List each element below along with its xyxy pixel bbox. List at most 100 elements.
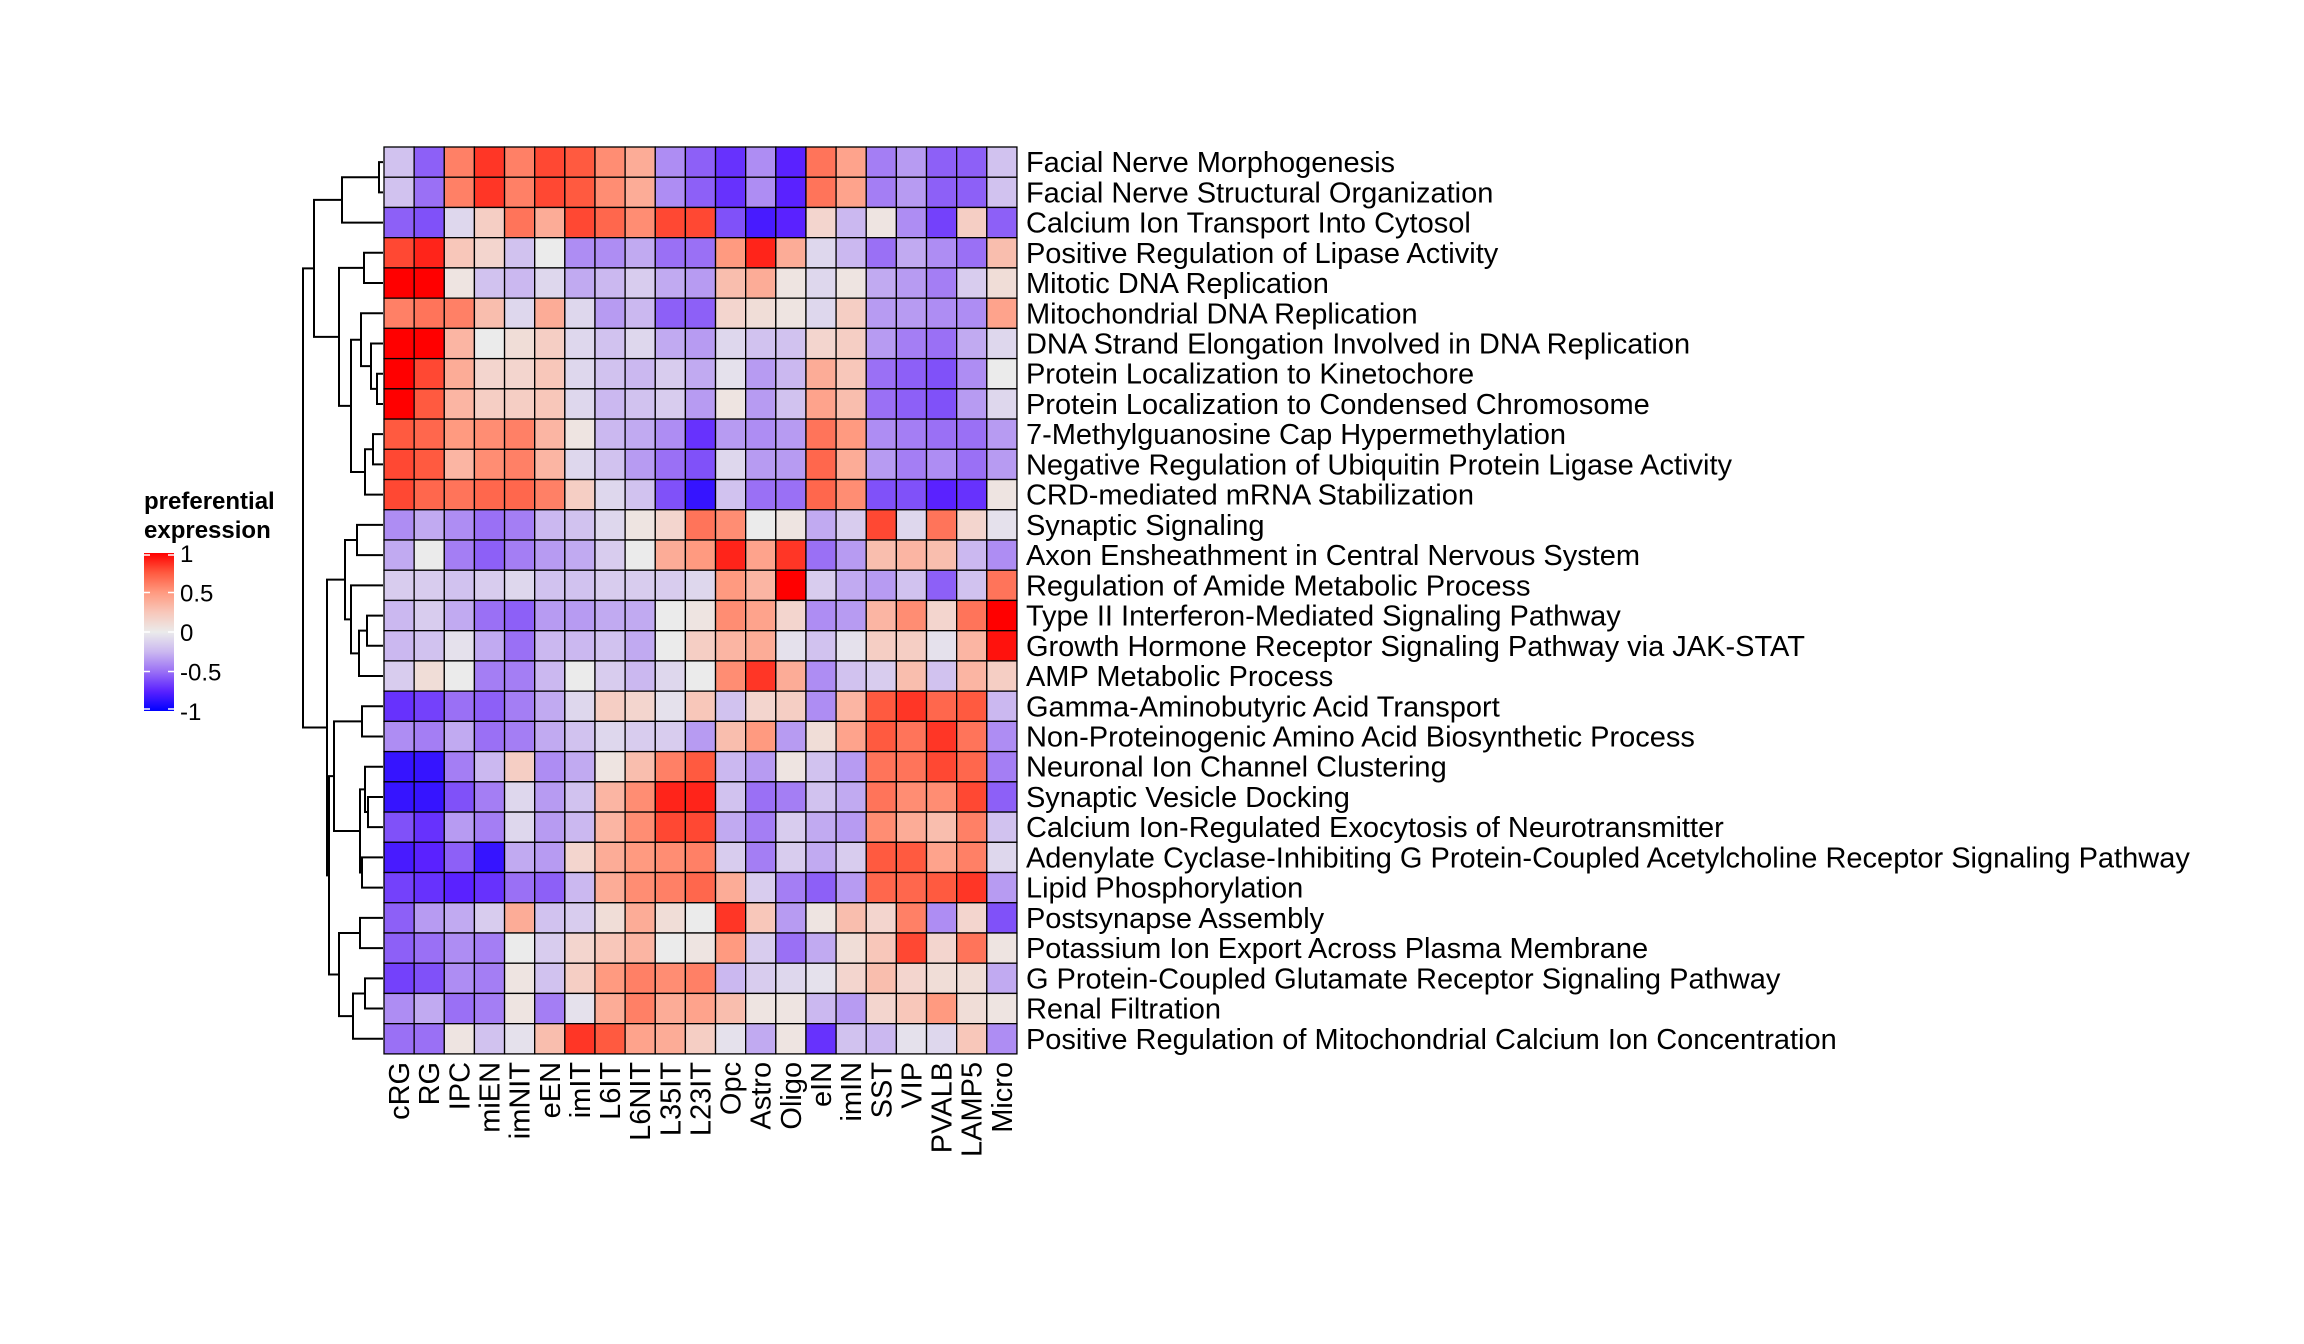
row-label: Regulation of Amide Metabolic Process [1026, 570, 1531, 602]
heatmap-cell [986, 932, 1018, 964]
heatmap-cell [564, 720, 596, 753]
heatmap-cell [503, 660, 536, 692]
heatmap-cell [413, 569, 445, 602]
heatmap-cell [805, 690, 837, 723]
heatmap-cell [503, 418, 536, 450]
heatmap-cell [624, 146, 656, 178]
heatmap-cell [925, 902, 958, 934]
heatmap-cell [534, 871, 566, 904]
heatmap-cell [775, 932, 807, 964]
heatmap-cell [925, 357, 958, 390]
dendrogram-branch [333, 720, 362, 832]
row-label: Potassium Ion Export Across Plasma Membr… [1026, 933, 1648, 965]
heatmap-cell [805, 630, 837, 662]
heatmap-cell [986, 509, 1018, 541]
heatmap-cell [413, 388, 445, 420]
heatmap-cell [835, 327, 867, 360]
heatmap-cell [383, 176, 415, 209]
heatmap-cell [895, 962, 928, 995]
heatmap-cell [925, 690, 958, 723]
heatmap-cell [714, 781, 747, 813]
heatmap-cell [413, 871, 445, 904]
heatmap-cell [684, 690, 717, 723]
heatmap-cell [895, 448, 928, 481]
heatmap-cell [714, 932, 747, 964]
heatmap-cell [835, 992, 867, 1025]
heatmap-cell [503, 448, 536, 481]
heatmap-cell [503, 841, 536, 874]
heatmap-cell [443, 962, 476, 995]
heatmap-cell [775, 327, 807, 360]
heatmap-cell [564, 539, 596, 571]
heatmap-cell [865, 660, 898, 692]
heatmap-cell [865, 841, 898, 874]
heatmap-cell [895, 932, 928, 964]
heatmap-cell [956, 871, 988, 904]
heatmap-cell [413, 146, 445, 178]
heatmap-cell [745, 902, 777, 934]
heatmap-cell [654, 327, 687, 360]
heatmap-cell [413, 599, 445, 632]
heatmap-cell [654, 297, 687, 330]
heatmap-cell [925, 1023, 958, 1055]
heatmap-cell [865, 871, 898, 904]
column-label: imNIT [505, 1062, 537, 1140]
heatmap-cell [714, 750, 747, 783]
heatmap-cell [865, 176, 898, 209]
heatmap-cell [594, 811, 626, 843]
heatmap-cell [805, 267, 837, 299]
heatmap-cell [684, 630, 717, 662]
heatmap-cell [684, 418, 717, 450]
heatmap-cell [684, 660, 717, 692]
row-label: Positive Regulation of Lipase Activity [1026, 238, 1499, 270]
heatmap-cell [895, 871, 928, 904]
dendrogram-branch [313, 198, 342, 338]
heatmap-cell [714, 660, 747, 692]
row-label: Facial Nerve Morphogenesis [1026, 147, 1395, 179]
heatmap-cell [956, 750, 988, 783]
dendrogram-branch [338, 931, 360, 1018]
heatmap-cell [805, 811, 837, 843]
heatmap-cell [473, 509, 506, 541]
heatmap-cell [473, 478, 506, 511]
heatmap-cell [564, 448, 596, 481]
heatmap-cell [986, 569, 1018, 602]
heatmap-cell [503, 1023, 536, 1055]
heatmap-cell [534, 297, 566, 330]
heatmap-cell [564, 871, 596, 904]
heatmap-cell [564, 388, 596, 420]
heatmap-cell [383, 569, 415, 602]
legend-tick-label: 0.5 [180, 581, 213, 608]
heatmap-cell [835, 418, 867, 450]
heatmap-cell [383, 962, 415, 995]
heatmap-cell [745, 660, 777, 692]
heatmap-cell [895, 327, 928, 360]
heatmap-cell [865, 418, 898, 450]
heatmap-cell [624, 237, 656, 269]
heatmap-cell [956, 811, 988, 843]
heatmap-cell [534, 781, 566, 813]
heatmap-cell [473, 267, 506, 299]
heatmap-cell [895, 1023, 928, 1055]
heatmap-cell [895, 781, 928, 813]
heatmap-cell [624, 569, 656, 602]
heatmap-cell [564, 660, 596, 692]
heatmap-cell [654, 388, 687, 420]
column-label: eEN [535, 1062, 567, 1118]
heatmap-cell [775, 448, 807, 481]
dendrogram-branch [359, 916, 383, 950]
heatmap-cell [835, 539, 867, 571]
heatmap-cell [624, 992, 656, 1025]
heatmap-cell [865, 630, 898, 662]
heatmap-cell [805, 660, 837, 692]
heatmap-cell [865, 932, 898, 964]
heatmap-cell [714, 599, 747, 632]
heatmap-cell [775, 811, 807, 843]
heatmap-cell [654, 720, 687, 753]
heatmap-cell [473, 418, 506, 450]
heatmap-cell [714, 630, 747, 662]
heatmap-cell [684, 327, 717, 360]
heatmap-cell [684, 992, 717, 1025]
heatmap-cell [443, 357, 476, 390]
heatmap-cell [654, 902, 687, 934]
